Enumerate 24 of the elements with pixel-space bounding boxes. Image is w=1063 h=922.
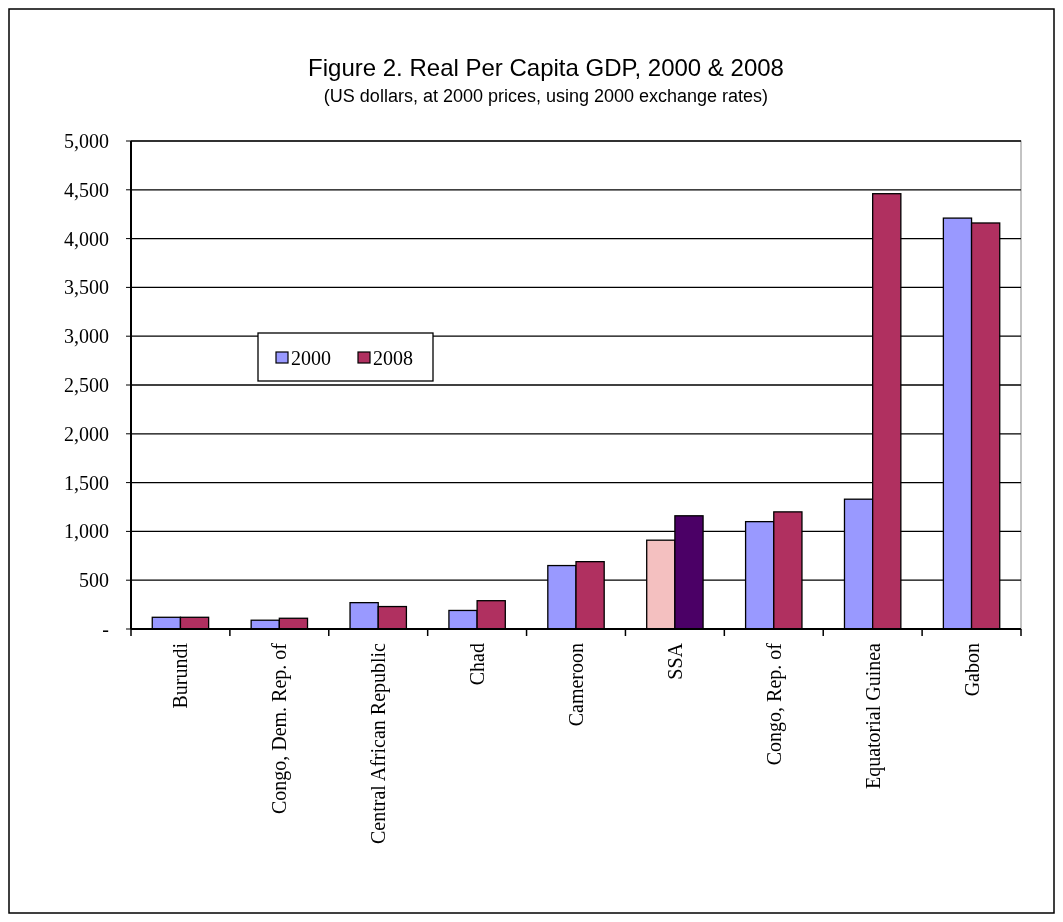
x-tick-label: Cameroon bbox=[565, 643, 587, 727]
x-tick-label: Equatorial Guinea bbox=[861, 642, 885, 790]
x-tick-label: Congo, Dem. Rep. of bbox=[268, 642, 292, 815]
y-tick-label: 2,500 bbox=[64, 374, 109, 396]
chart-subtitle: (US dollars, at 2000 prices, using 2000 exchange rates) bbox=[323, 86, 769, 106]
x-tick-label: SSA bbox=[663, 642, 686, 680]
legend-label: 2008 bbox=[373, 347, 413, 369]
x-tick-label: Chad bbox=[466, 643, 489, 686]
y-tick-label: 3,500 bbox=[64, 276, 109, 299]
y-tick-label: 500 bbox=[79, 569, 109, 592]
y-tick-label: - bbox=[102, 618, 109, 640]
x-tick-label: Congo, Rep. of bbox=[762, 642, 786, 766]
y-tick-label: 5,000 bbox=[64, 130, 109, 152]
y-tick-label: 2,000 bbox=[64, 422, 109, 445]
x-tick-label: Central African Republic bbox=[367, 642, 391, 845]
chart-title: Figure 2. Real Per Capita GDP, 2000 & 2008 bbox=[308, 54, 784, 81]
y-tick-label: 1,000 bbox=[64, 520, 109, 543]
legend-label: 2000 bbox=[291, 347, 331, 369]
x-tick-label: Burundi bbox=[169, 642, 192, 709]
y-tick-label: 4,500 bbox=[64, 178, 109, 201]
y-tick-label: 4,000 bbox=[64, 227, 109, 250]
x-tick-label: Gabon bbox=[960, 643, 983, 697]
y-tick-label: 3,000 bbox=[64, 325, 109, 348]
y-tick-label: 1,500 bbox=[64, 471, 109, 494]
